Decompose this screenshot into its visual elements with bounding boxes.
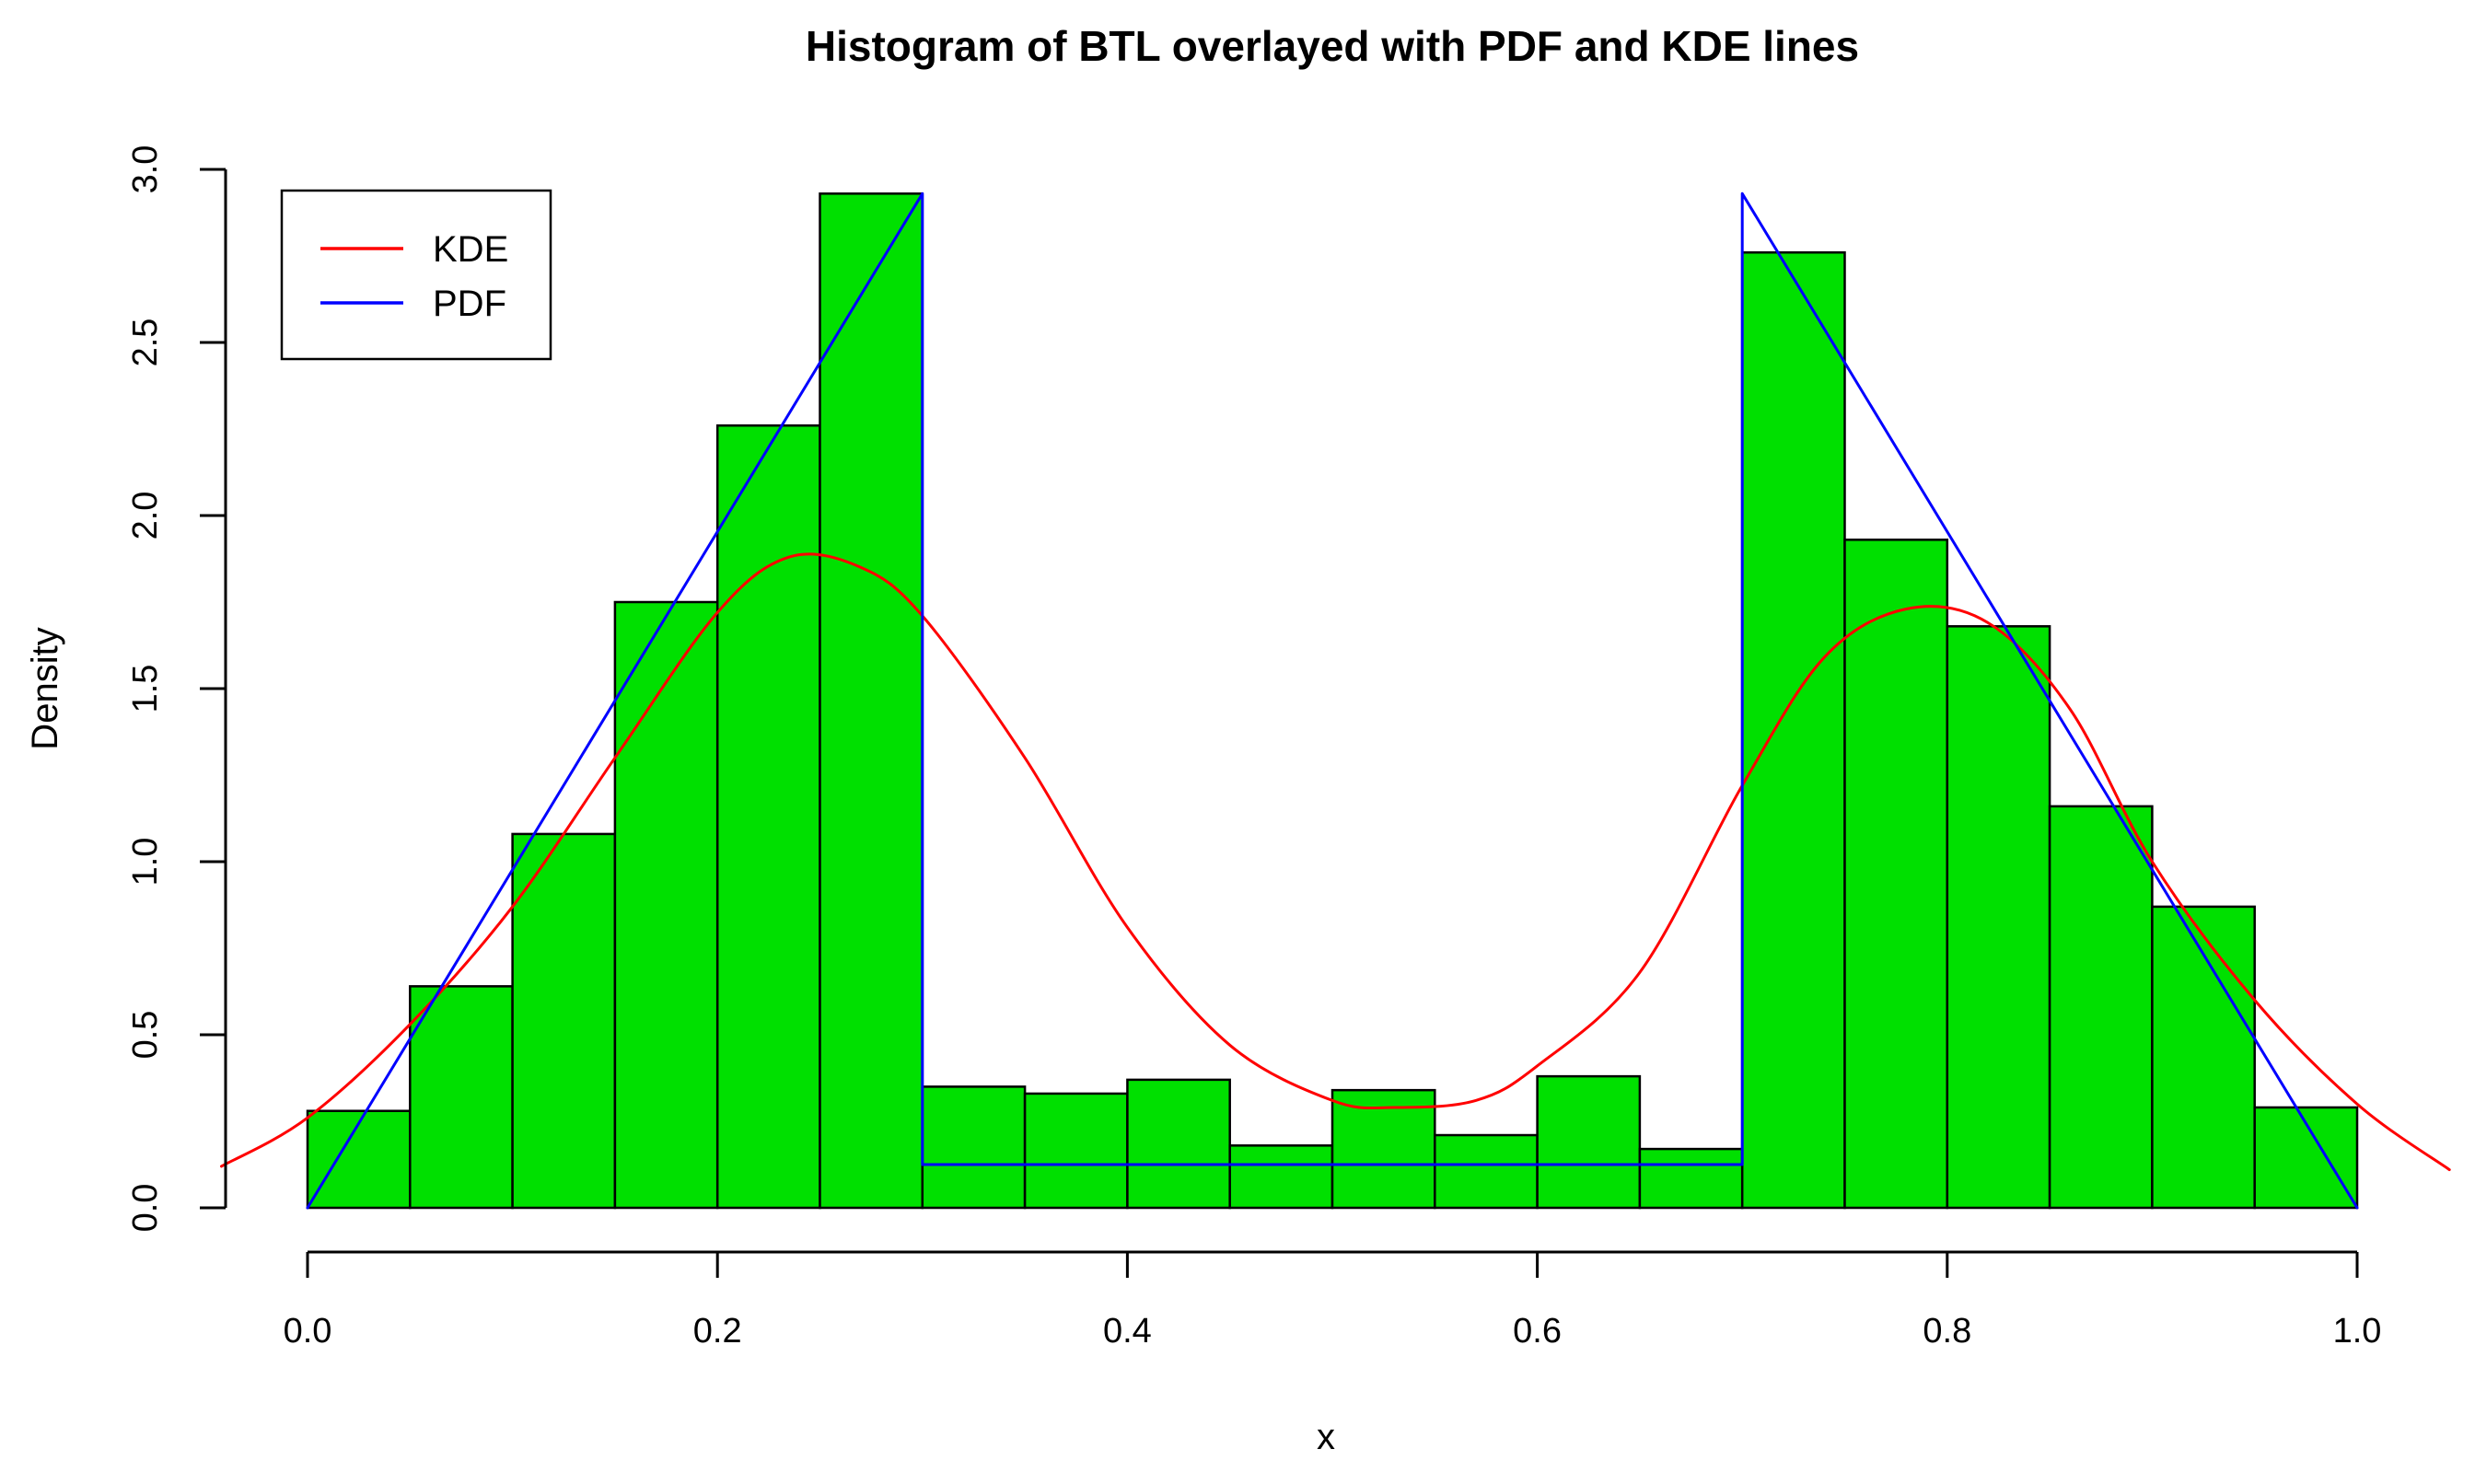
kde-line [220, 552, 2451, 1172]
y-tick-label: 3.0 [126, 145, 165, 194]
histogram-bar [921, 1085, 1027, 1210]
legend-box [280, 189, 552, 361]
x-tick-label: 0.8 [1923, 1312, 1971, 1351]
histogram-bar [715, 423, 821, 1210]
histogram-bar [1228, 1144, 1334, 1210]
histogram-bar [511, 832, 617, 1210]
histogram-bar [613, 600, 719, 1210]
y-tick-label: 0.0 [126, 1184, 165, 1233]
histogram-bar [1023, 1092, 1129, 1210]
y-tick-label: 1.0 [126, 838, 165, 887]
histogram-bar [1740, 250, 1846, 1210]
histogram-bar [1536, 1074, 1642, 1210]
histogram-bar [1946, 625, 2051, 1210]
x-tick-label: 1.0 [2333, 1312, 2382, 1351]
legend: KDE PDF [280, 189, 552, 361]
chart-title: Histogram of BTL overlayed with PDF and … [806, 22, 1859, 70]
histogram-bars [306, 192, 2359, 1210]
x-axis-title: x [1317, 1417, 1335, 1457]
x-tick-label: 0.4 [1103, 1312, 1152, 1351]
y-tick-label: 1.5 [126, 665, 165, 713]
y-axis: 0.0 0.5 1.0 1.5 2.0 2.5 3.0 [126, 145, 227, 1233]
y-axis-title: Density [25, 627, 65, 749]
y-tick-label: 2.0 [126, 492, 165, 540]
histogram-bar [1434, 1133, 1539, 1210]
legend-kde-label: KDE [433, 229, 508, 270]
histogram-bar [306, 1109, 412, 1210]
legend-pdf-label: PDF [433, 284, 506, 324]
x-tick-label: 0.6 [1513, 1312, 1562, 1351]
histogram-bar [819, 192, 924, 1210]
pdf-line [306, 191, 2359, 1210]
histogram-bar [1843, 539, 1949, 1210]
histogram-bar [1330, 1088, 1436, 1210]
histogram-bar [1638, 1147, 1744, 1210]
x-axis: 0.0 0.2 0.4 0.6 0.8 1.0 [284, 1250, 2382, 1351]
histogram-bar [409, 985, 514, 1210]
y-tick-label: 0.5 [126, 1011, 165, 1060]
x-tick-label: 0.0 [284, 1312, 332, 1351]
histogram-bar [2048, 805, 2154, 1210]
x-tick-label: 0.2 [693, 1312, 742, 1351]
histogram-bar [1126, 1078, 1231, 1210]
y-tick-label: 2.5 [126, 319, 165, 367]
